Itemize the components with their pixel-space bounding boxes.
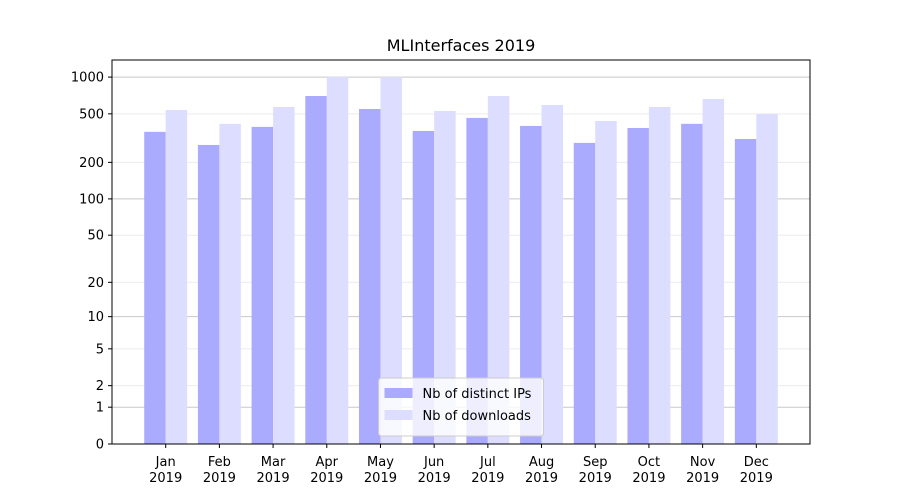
x-tick-label: Dec 2019 bbox=[740, 455, 773, 486]
y-tick-label: 100 bbox=[79, 192, 104, 207]
bar bbox=[734, 139, 757, 445]
legend-label: Nb of downloads bbox=[423, 409, 532, 424]
bar bbox=[573, 142, 596, 444]
bar bbox=[273, 106, 295, 445]
x-tick-label: May 2019 bbox=[364, 455, 397, 486]
bar bbox=[541, 104, 564, 445]
bar bbox=[219, 123, 241, 445]
bar bbox=[358, 108, 381, 444]
y-tick-label: 50 bbox=[87, 229, 104, 244]
bar bbox=[305, 96, 327, 445]
y-tick-label: 0 bbox=[96, 438, 104, 453]
chart-title: MLInterfaces 2019 bbox=[387, 36, 536, 55]
bar bbox=[466, 117, 488, 444]
y-tick-label: 20 bbox=[87, 276, 104, 291]
x-tick-label: Nov 2019 bbox=[686, 455, 719, 486]
bar bbox=[595, 120, 617, 444]
legend-box bbox=[378, 377, 544, 437]
x-tick-label: Mar 2019 bbox=[257, 455, 290, 486]
y-tick-label: 2 bbox=[96, 379, 104, 394]
x-tick-label: Jan 2019 bbox=[149, 455, 182, 486]
bar bbox=[487, 96, 510, 445]
legend-swatch bbox=[384, 388, 413, 398]
x-tick-label: Oct 2019 bbox=[632, 455, 665, 486]
x-tick-label: Sep 2019 bbox=[579, 455, 612, 486]
bar bbox=[380, 77, 402, 444]
y-tick-label: 1 bbox=[96, 401, 104, 416]
y-tick-label: 200 bbox=[79, 156, 104, 171]
bar bbox=[702, 98, 725, 445]
legend-label: Nb of distinct IPs bbox=[423, 387, 532, 402]
x-tick-label: Jun 2019 bbox=[418, 455, 451, 486]
bar bbox=[326, 76, 349, 444]
legend-swatch bbox=[384, 410, 413, 420]
y-tick-label: 1000 bbox=[71, 71, 104, 86]
x-tick-label: Jul 2019 bbox=[471, 455, 504, 486]
y-tick-label: 500 bbox=[79, 107, 104, 122]
bar bbox=[251, 126, 274, 444]
bar bbox=[412, 130, 435, 444]
plot-frame bbox=[111, 59, 811, 445]
bar bbox=[627, 127, 649, 445]
x-tick-label: Aug 2019 bbox=[525, 455, 558, 486]
bar bbox=[197, 144, 220, 445]
y-tick-label: 10 bbox=[87, 310, 104, 325]
bar bbox=[681, 123, 703, 445]
bar bbox=[520, 125, 542, 445]
x-tick-label: Apr 2019 bbox=[310, 455, 343, 486]
bar bbox=[434, 110, 456, 444]
bar bbox=[648, 106, 671, 445]
y-tick-label: 5 bbox=[96, 342, 104, 357]
x-tick-label: Feb 2019 bbox=[203, 455, 236, 486]
bar bbox=[165, 109, 188, 445]
bar bbox=[144, 131, 166, 444]
bar bbox=[756, 114, 778, 445]
